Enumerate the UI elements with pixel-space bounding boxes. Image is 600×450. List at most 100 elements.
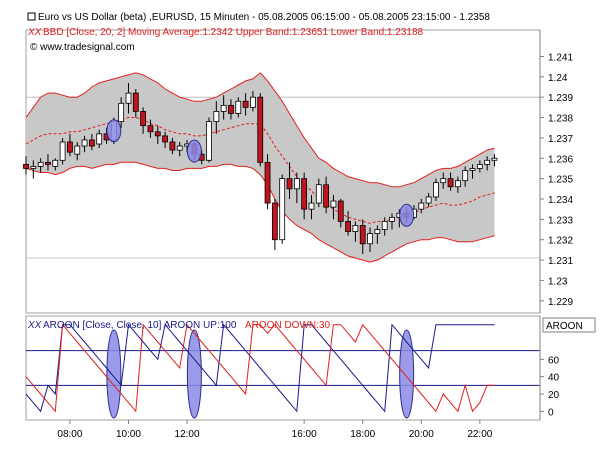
aroon-tick-label: 60 bbox=[548, 355, 560, 366]
candle-up bbox=[250, 96, 256, 108]
time-tick-label: 12:00 bbox=[175, 429, 200, 440]
candle-up bbox=[389, 216, 395, 222]
aroon-up-line bbox=[25, 323, 495, 413]
candle-down bbox=[169, 141, 176, 151]
candle-down bbox=[162, 135, 168, 143]
candle-up bbox=[418, 202, 425, 210]
series-marker-icon bbox=[27, 12, 36, 21]
candle-down bbox=[447, 178, 454, 188]
candle-up bbox=[454, 180, 461, 188]
price-tick-label: 1.234 bbox=[548, 195, 573, 206]
price-tick-label: 1.233 bbox=[548, 215, 573, 226]
aroon-panel-frame bbox=[25, 315, 541, 421]
price-tick-label: 1.237 bbox=[548, 134, 573, 145]
candle-up bbox=[30, 166, 37, 169]
candle-up bbox=[315, 184, 322, 204]
aroon-label: AROON [Close, Close, 10] AROON UP:100 bbox=[43, 320, 237, 331]
candle-up bbox=[330, 200, 337, 208]
candle-up bbox=[96, 133, 103, 145]
time-tick-label: 16:00 bbox=[292, 429, 317, 440]
candle-down bbox=[242, 100, 249, 108]
indicator-marker-icon: XX bbox=[27, 27, 42, 38]
candle-up bbox=[381, 220, 388, 230]
lower-band-line bbox=[25, 161, 495, 263]
candle-up bbox=[206, 121, 212, 161]
candle-down bbox=[88, 139, 95, 147]
time-tick-label: 10:00 bbox=[116, 429, 141, 440]
candle-up bbox=[374, 229, 381, 234]
candle-down bbox=[45, 161, 51, 165]
candle-down bbox=[345, 220, 351, 232]
price-tick-label: 1.235 bbox=[548, 175, 573, 186]
aroon-tick-label: 0 bbox=[548, 407, 554, 418]
aroon-tag: AROON bbox=[546, 321, 583, 332]
candle-up bbox=[213, 111, 220, 123]
price-axis: 1.229 1.23 1.231 1.232 1.233 1.234 1.235 1.236 1… bbox=[540, 52, 573, 308]
candle-up bbox=[308, 202, 315, 210]
candle-down bbox=[337, 200, 344, 222]
price-tick-label: 1.238 bbox=[548, 114, 573, 125]
candle-up bbox=[469, 168, 476, 171]
candle-down bbox=[147, 125, 154, 133]
candle-up bbox=[433, 182, 439, 198]
candle-up bbox=[425, 196, 432, 204]
candle-up bbox=[59, 141, 66, 161]
aroon-tick-label: 20 bbox=[548, 390, 560, 401]
time-tick-label: 20:00 bbox=[409, 429, 434, 440]
price-tick-label: 1.23 bbox=[548, 276, 568, 287]
candle-up bbox=[220, 104, 227, 112]
candle-down bbox=[132, 92, 139, 112]
price-highlight-ellipse bbox=[106, 119, 122, 143]
aroon-marker-icon: XX bbox=[27, 320, 42, 331]
candle-up bbox=[235, 100, 242, 114]
candle-down bbox=[67, 141, 73, 153]
candle-down bbox=[140, 111, 147, 127]
candle-down bbox=[23, 163, 29, 169]
aroon-tick-label: 40 bbox=[548, 373, 560, 384]
aroon-highlight-ellipse bbox=[399, 329, 415, 419]
price-tick-label: 1.232 bbox=[548, 236, 573, 247]
candle-up bbox=[293, 178, 300, 190]
price-tick-label: 1.239 bbox=[548, 93, 573, 104]
price-panel bbox=[23, 72, 540, 263]
time-tick-label: 08:00 bbox=[57, 429, 82, 440]
price-tick-label: 1.241 bbox=[548, 52, 573, 63]
aroon-panel bbox=[25, 323, 540, 419]
candle-down bbox=[257, 96, 264, 163]
price-highlight-ellipse bbox=[186, 139, 202, 163]
candle-down bbox=[154, 131, 161, 137]
candle-up bbox=[491, 157, 498, 161]
candle-down bbox=[228, 104, 234, 114]
candle-down bbox=[286, 178, 293, 190]
chart-title: Euro vs US Dollar (beta) ,EURUSD, 15 Min… bbox=[38, 12, 490, 23]
price-tick-label: 1.231 bbox=[548, 256, 573, 267]
candle-up bbox=[81, 139, 88, 147]
aroon-highlight-ellipse bbox=[186, 329, 202, 419]
price-tick-label: 1.229 bbox=[548, 297, 573, 308]
candle-up bbox=[176, 145, 183, 151]
candle-down bbox=[359, 225, 366, 245]
candle-up bbox=[352, 225, 359, 232]
candle-up bbox=[52, 159, 59, 167]
candle-down bbox=[301, 178, 308, 210]
aroon-highlight-ellipse bbox=[106, 329, 122, 419]
candle-up bbox=[279, 178, 286, 241]
price-highlight-ellipse bbox=[399, 203, 415, 227]
candle-up bbox=[125, 92, 132, 104]
candle-up bbox=[74, 145, 81, 155]
price-tick-label: 1.236 bbox=[548, 154, 573, 165]
upper-band-line bbox=[25, 72, 495, 188]
time-tick-label: 22:00 bbox=[467, 429, 492, 440]
candle-up bbox=[118, 102, 125, 123]
time-tick-label: 18:00 bbox=[350, 429, 375, 440]
price-tick-label: 1.24 bbox=[548, 73, 568, 84]
bollinger-label: BBD [Close, 20, 2] Moving Average:1.2342… bbox=[43, 27, 424, 38]
candle-up bbox=[462, 170, 469, 182]
candle-up bbox=[367, 233, 373, 245]
aroon-axis: 0 20 40 60 bbox=[540, 355, 560, 418]
candle-up bbox=[476, 163, 483, 169]
candle-up bbox=[37, 161, 44, 167]
candle-down bbox=[271, 202, 278, 241]
candle-down bbox=[323, 184, 330, 208]
